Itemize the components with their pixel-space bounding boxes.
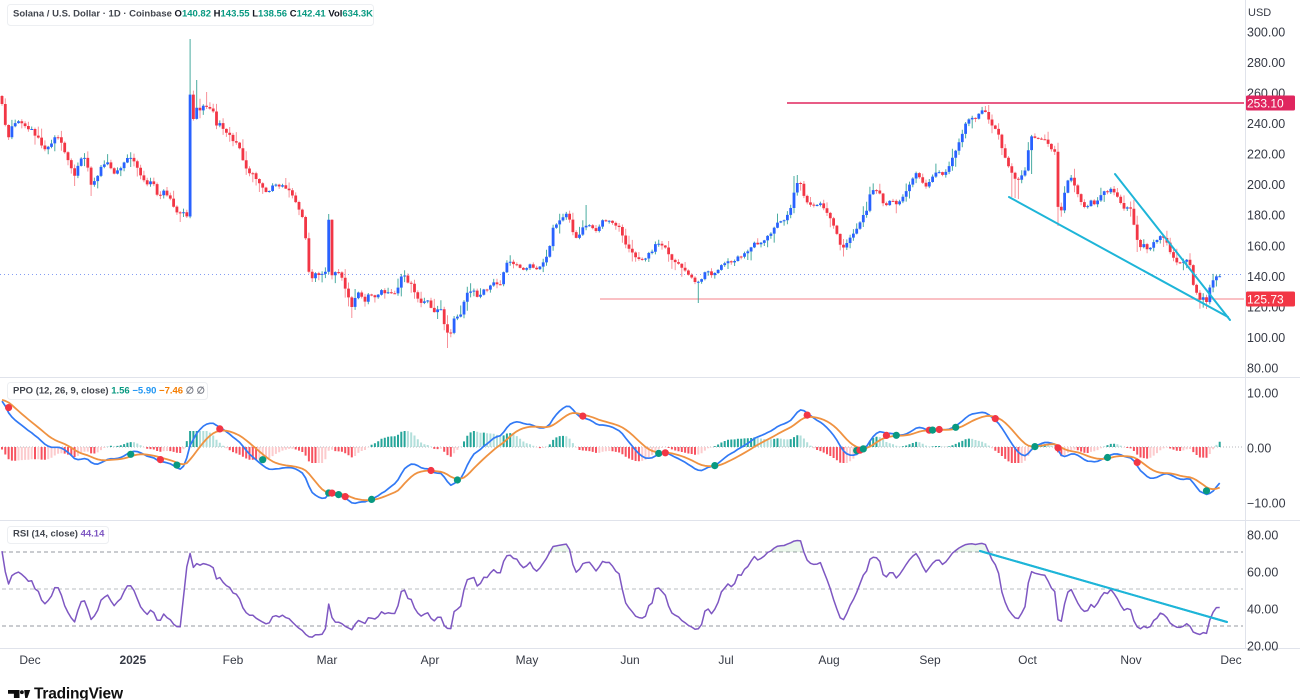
svg-text:10.00: 10.00 [1247, 387, 1278, 401]
svg-text:125.73: 125.73 [1247, 293, 1284, 307]
svg-text:100.00: 100.00 [1247, 331, 1285, 345]
svg-text:Dec: Dec [1220, 653, 1241, 667]
svg-text:USD: USD [1248, 7, 1271, 19]
svg-text:Oct: Oct [1018, 653, 1037, 667]
svg-text:TradingView: TradingView [34, 686, 124, 700]
svg-text:Solana / U.S. Dollar · 1D · Co: Solana / U.S. Dollar · 1D · Coinbase O14… [13, 9, 373, 20]
svg-text:2025: 2025 [119, 653, 146, 667]
svg-text:200.00: 200.00 [1247, 178, 1285, 192]
svg-text:Nov: Nov [1120, 653, 1141, 667]
svg-text:140.00: 140.00 [1247, 270, 1285, 284]
svg-text:May: May [516, 653, 539, 667]
svg-text:Dec: Dec [19, 653, 40, 667]
svg-text:−10.00: −10.00 [1247, 497, 1286, 511]
svg-text:160.00: 160.00 [1247, 239, 1285, 253]
svg-text:40.00: 40.00 [1247, 603, 1278, 617]
svg-text:RSI (14, close) 44.14: RSI (14, close) 44.14 [13, 529, 105, 540]
svg-text:Apr: Apr [421, 653, 440, 667]
svg-text:280.00: 280.00 [1247, 56, 1285, 70]
svg-text:240.00: 240.00 [1247, 117, 1285, 131]
svg-text:80.00: 80.00 [1247, 361, 1278, 375]
svg-text:Feb: Feb [223, 653, 244, 667]
svg-text:220.00: 220.00 [1247, 148, 1285, 162]
svg-text:Aug: Aug [818, 653, 839, 667]
svg-text:300.00: 300.00 [1247, 26, 1285, 40]
svg-text:180.00: 180.00 [1247, 209, 1285, 223]
svg-text:0.00: 0.00 [1247, 442, 1271, 456]
svg-text:Jun: Jun [620, 653, 639, 667]
svg-text:Sep: Sep [919, 653, 941, 667]
svg-text:60.00: 60.00 [1247, 566, 1278, 580]
svg-text:20.00: 20.00 [1247, 640, 1278, 654]
svg-text:253.10: 253.10 [1247, 97, 1284, 111]
svg-text:Mar: Mar [317, 653, 338, 667]
svg-text:Jul: Jul [718, 653, 733, 667]
svg-text:80.00: 80.00 [1247, 529, 1278, 543]
svg-text:PPO (12, 26, 9, close) 1.56 −: PPO (12, 26, 9, close) 1.56 −5.90 −7.46 … [13, 386, 206, 397]
